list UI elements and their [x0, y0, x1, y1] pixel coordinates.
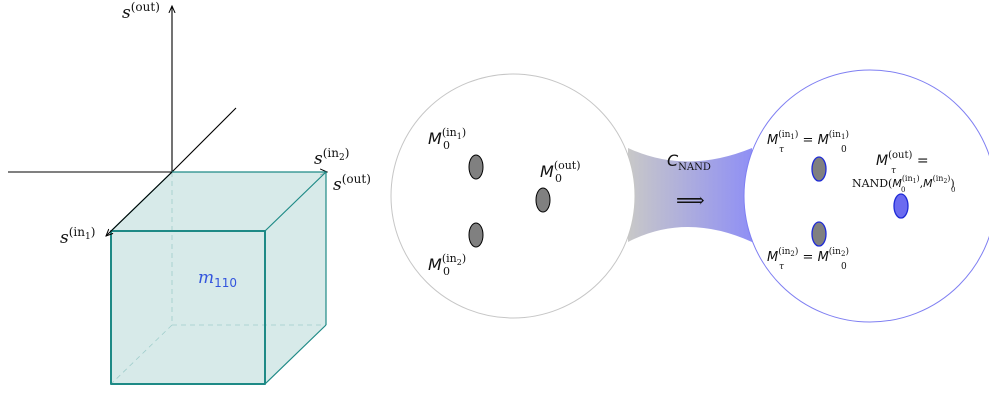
state-space-axes — [8, 6, 327, 172]
blob-in2 — [468, 222, 484, 248]
cube-front-face — [111, 231, 265, 384]
cube-label: m110 — [198, 268, 237, 290]
label-m0-out: M(out) 0 — [540, 159, 581, 185]
axis-label-out-right: s(out) — [333, 172, 371, 195]
label-mtau-out-line2: NAND(M(in1),M(in2)) — [852, 174, 955, 190]
blob-in1 — [468, 154, 484, 180]
initial-region-circle — [390, 73, 636, 319]
cube-m110 — [110, 171, 327, 385]
cube-right-face — [265, 172, 326, 384]
final-region-circle — [743, 69, 989, 323]
blob-out — [535, 187, 551, 213]
label-mtau-in2: M(in2) = M(in2) — [767, 246, 849, 265]
label-mtau-in1: M(in1) = M(in1) — [767, 129, 849, 148]
axis-label-in1: s(in1) — [60, 225, 95, 248]
channel-label: CNAND — [667, 151, 711, 173]
axis-in1-arrow — [106, 171, 173, 236]
axis-diagonal-back — [171, 107, 237, 173]
cube-top-face — [111, 172, 326, 231]
label-mtau-out-sub: τ — [891, 166, 897, 176]
label-m0-in1: M(in1) 0 — [428, 126, 466, 152]
label-mtau-out-line1: M(out) = — [876, 150, 929, 169]
axis-label-in2: s(in2) — [314, 146, 349, 169]
blob-tau-in2 — [811, 221, 827, 247]
axis-label-out-top: s(out) — [122, 0, 160, 23]
channel-neck — [628, 148, 752, 242]
channel-arrow: ⟹ — [676, 188, 705, 212]
label-m0-in2: M(in2) 0 — [428, 252, 466, 278]
blob-tau-out — [893, 193, 909, 219]
blob-tau-in1 — [811, 156, 827, 182]
